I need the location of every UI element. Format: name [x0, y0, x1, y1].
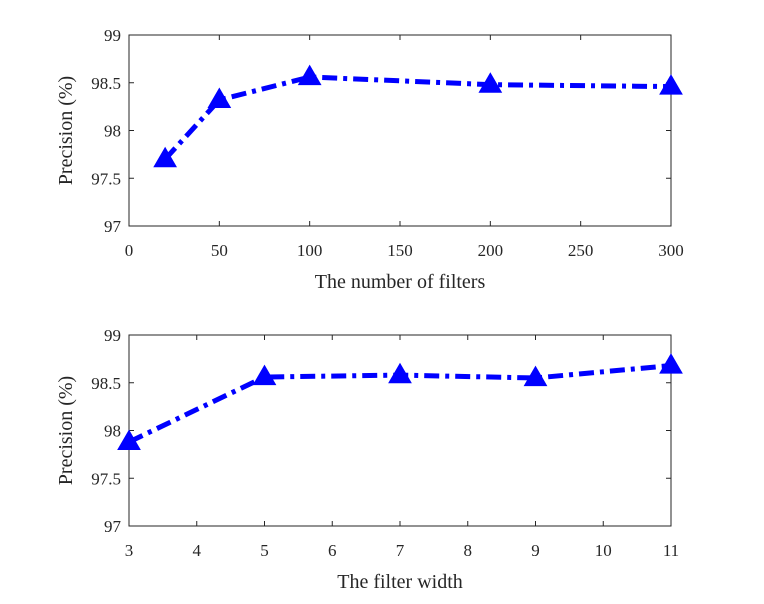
x-tick-label: 9 [531, 541, 540, 560]
data-point-marker [252, 364, 277, 386]
series-line [163, 74, 672, 161]
data-point-marker [117, 429, 141, 451]
y-tick-label: 98.5 [91, 374, 121, 393]
data-point-marker [659, 353, 683, 374]
y-tick-label: 98 [104, 122, 121, 141]
y-tick-label: 97.5 [91, 169, 121, 188]
axes-box [128, 34, 672, 227]
y-tick-label: 99 [104, 326, 121, 345]
x-axis-label: The filter width [337, 571, 463, 593]
data-point-marker [207, 87, 232, 109]
y-tick-label: 98.5 [91, 74, 121, 93]
x-tick-label: 50 [211, 241, 228, 260]
y-tick-label: 98 [104, 422, 121, 441]
y-axis-label: Precision (%) [55, 376, 77, 485]
x-tick-label: 5 [260, 541, 269, 560]
x-tick-label: 300 [658, 241, 684, 260]
x-tick-label: 200 [478, 241, 504, 260]
top-chart: 0 50 100 150 200 250 300 97 97.5 98 98.5 99 The numb… [55, 26, 684, 293]
y-axis-label: Precision (%) [55, 76, 77, 185]
y-tick-label: 99 [104, 26, 121, 45]
x-tick-label: 11 [663, 541, 679, 560]
x-tick-label: 250 [568, 241, 594, 260]
x-tick-label: 3 [125, 541, 134, 560]
data-point-marker [297, 64, 322, 86]
data-point-marker [659, 74, 683, 95]
data-point-marker [523, 365, 548, 387]
y-tick-label: 97 [104, 217, 122, 236]
y-tick-label: 97 [104, 517, 122, 536]
x-tick-label: 10 [595, 541, 612, 560]
data-point-marker [153, 146, 178, 168]
x-axis-label: The number of filters [315, 271, 486, 293]
data-point-marker [388, 362, 412, 384]
x-tick-label: 6 [328, 541, 337, 560]
x-tick-label: 0 [125, 241, 134, 260]
x-tick-label: 4 [193, 541, 202, 560]
data-point-marker [478, 72, 503, 93]
bottom-chart: 3 4 5 6 7 8 9 10 11 97 97.5 98 98.5 99 The filter widt… [55, 326, 683, 593]
y-tick-label: 97.5 [91, 469, 121, 488]
x-tick-label: 100 [297, 241, 323, 260]
x-tick-label: 7 [396, 541, 405, 560]
x-tick-label: 150 [387, 241, 413, 260]
x-tick-label: 8 [464, 541, 473, 560]
